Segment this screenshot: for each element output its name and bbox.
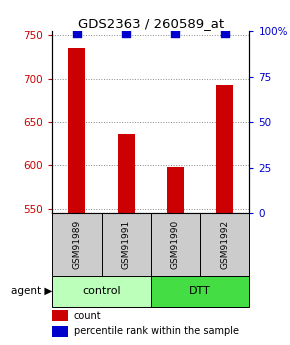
Text: DTT: DTT bbox=[189, 286, 211, 296]
Text: GSM91991: GSM91991 bbox=[122, 220, 131, 269]
Text: percentile rank within the sample: percentile rank within the sample bbox=[74, 326, 239, 336]
Bar bbox=[68, 48, 86, 213]
Bar bbox=[52, 276, 151, 307]
Bar bbox=[52, 310, 68, 321]
Text: agent ▶: agent ▶ bbox=[11, 286, 52, 296]
Text: control: control bbox=[82, 286, 121, 296]
Bar bbox=[151, 276, 249, 307]
Point bbox=[124, 30, 128, 36]
Point bbox=[173, 30, 178, 36]
Bar bbox=[151, 213, 200, 276]
Bar bbox=[102, 213, 151, 276]
Bar bbox=[167, 167, 184, 213]
Bar bbox=[52, 213, 102, 276]
Point bbox=[75, 30, 79, 36]
Bar bbox=[117, 134, 135, 213]
Bar bbox=[52, 326, 68, 336]
Text: GSM91992: GSM91992 bbox=[220, 220, 229, 269]
Point bbox=[222, 30, 227, 36]
Text: GSM91989: GSM91989 bbox=[72, 220, 81, 269]
Bar bbox=[216, 85, 233, 213]
Text: count: count bbox=[74, 310, 102, 321]
Title: GDS2363 / 260589_at: GDS2363 / 260589_at bbox=[78, 17, 224, 30]
Bar bbox=[200, 213, 249, 276]
Text: GSM91990: GSM91990 bbox=[171, 220, 180, 269]
